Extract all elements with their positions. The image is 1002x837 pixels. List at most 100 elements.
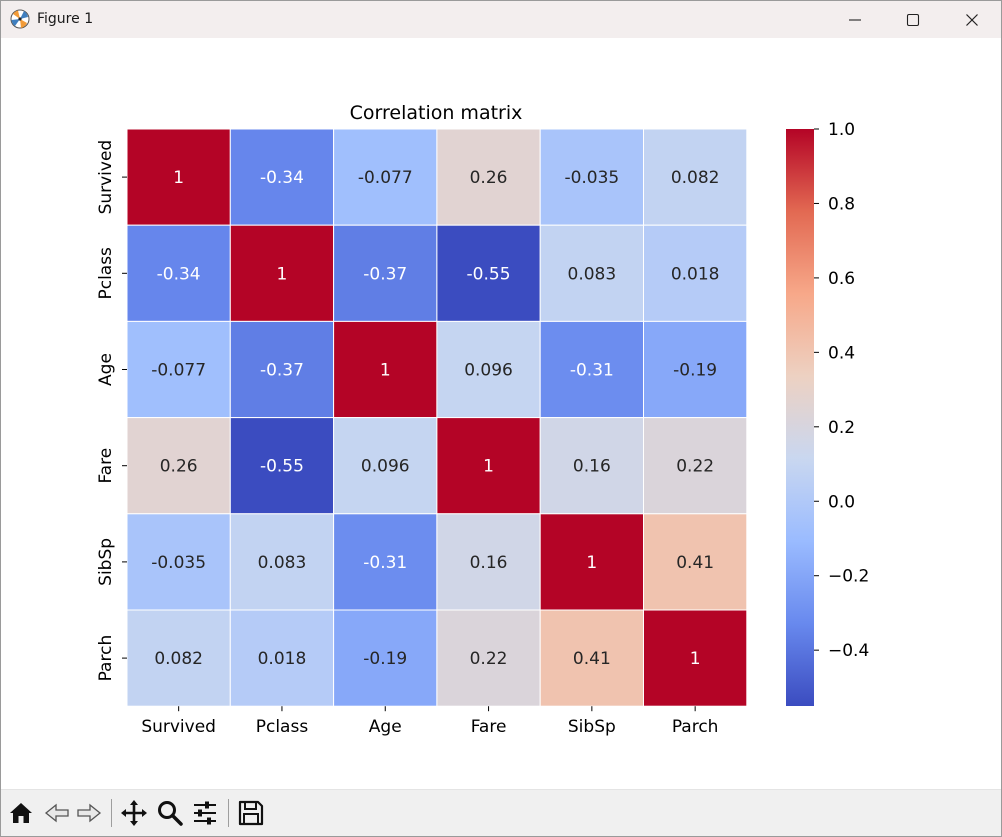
x-axis-labels: Survived Pclass Age Fare SibSp Parch <box>141 706 718 737</box>
heatmap-cell <box>643 320 748 419</box>
colorbar-tick-label: 0.6 <box>828 269 855 289</box>
cell-annotation: -0.55 <box>467 264 511 284</box>
matplotlib-logo-icon <box>10 9 30 29</box>
heatmap-cell <box>229 513 335 611</box>
cell-annotation: 1 <box>380 361 391 381</box>
cell-annotation: 0.22 <box>676 457 714 477</box>
heatmap-cell <box>643 513 748 611</box>
colorbar-tick-label: 0.0 <box>828 492 855 512</box>
chart-title: Correlation matrix <box>350 102 523 124</box>
heatmap-cell <box>643 128 748 226</box>
heatmap-cell <box>126 609 231 707</box>
heatmap-cell <box>436 128 541 226</box>
title-bar: Figure 1 <box>1 1 1001 38</box>
colorbar-tick-label: 0.2 <box>828 418 855 438</box>
cell-annotation: 0.082 <box>154 649 203 669</box>
magnifier-icon <box>158 801 183 826</box>
floppy-disk-icon <box>238 800 264 826</box>
cell-annotation: 0.26 <box>470 168 508 188</box>
sliders-icon <box>194 801 216 825</box>
zoom-button[interactable] <box>154 797 186 829</box>
heatmap-cell <box>333 417 438 515</box>
heatmap-cell <box>126 513 231 611</box>
y-tick-label: Survived <box>96 140 116 215</box>
home-button[interactable] <box>5 797 37 829</box>
cell-annotation: 0.41 <box>676 553 714 573</box>
cell-annotation: 0.018 <box>671 264 720 284</box>
configure-subplots-button[interactable] <box>189 797 221 829</box>
cell-annotation: -0.34 <box>157 264 201 284</box>
toolbar-separator <box>111 799 112 827</box>
colorbar-tick-label: −0.4 <box>828 641 869 661</box>
heatmap-cell <box>539 417 645 515</box>
y-tick-label: Age <box>96 353 116 386</box>
heatmap-cell <box>126 224 231 322</box>
heatmap-cell <box>333 513 438 611</box>
back-button[interactable] <box>41 797 73 829</box>
cell-annotation: 1 <box>690 649 701 669</box>
cell-annotation: -0.34 <box>260 168 304 188</box>
close-icon <box>966 13 978 26</box>
forward-arrow-icon <box>77 803 102 823</box>
minimize-button[interactable] <box>826 1 884 38</box>
heatmap-cell <box>126 320 231 419</box>
x-tick-label: Survived <box>141 717 216 737</box>
colorbar-tick-label: 0.8 <box>828 194 855 214</box>
cell-annotation: 0.083 <box>258 553 307 573</box>
heatmap-cell <box>539 128 645 226</box>
close-button[interactable] <box>943 1 1001 38</box>
cell-annotation: 0.082 <box>671 168 720 188</box>
heatmap-cell <box>539 609 645 707</box>
colorbar-tick-label: −0.2 <box>828 567 869 587</box>
save-button[interactable] <box>235 797 267 829</box>
heatmap-cell <box>229 417 335 515</box>
heatmap-cell <box>643 417 748 515</box>
cell-annotation: 0.16 <box>470 553 508 573</box>
cell-annotation: 1 <box>586 553 597 573</box>
maximize-icon <box>906 13 920 26</box>
y-tick-label: Fare <box>96 448 116 484</box>
heatmap-cell <box>643 609 748 707</box>
pan-button[interactable] <box>118 797 150 829</box>
cell-annotation: -0.31 <box>363 553 407 573</box>
x-tick-label: SibSp <box>568 717 616 737</box>
cell-annotation: 0.083 <box>568 264 617 284</box>
maximize-button[interactable] <box>884 1 942 38</box>
cell-annotation: -0.077 <box>358 168 413 188</box>
cell-annotation: 0.22 <box>470 649 508 669</box>
move-icon <box>121 800 147 826</box>
heatmap-cell <box>229 609 335 707</box>
minimize-icon <box>849 18 861 21</box>
cell-annotation: 0.26 <box>160 457 198 477</box>
cell-annotation: 0.41 <box>573 649 611 669</box>
home-icon <box>10 803 32 823</box>
correlation-heatmap: Correlation matrix 1 -0.34 -0.077 0.26 -0.03… <box>96 102 869 737</box>
cell-annotation: -0.55 <box>260 457 304 477</box>
y-tick-label: SibSp <box>96 538 116 586</box>
heatmap-cell <box>436 224 541 322</box>
cell-annotation: 1 <box>483 457 494 477</box>
colorbar-ticks: 1.0 0.8 0.6 0.4 0.2 0.0 −0.2 −0.4 <box>814 120 869 661</box>
figure-canvas[interactable]: Correlation matrix 1 -0.34 -0.077 0.26 -0.03… <box>1 38 1001 788</box>
cell-annotation: -0.31 <box>570 361 614 381</box>
x-tick-label: Pclass <box>256 717 309 737</box>
cell-annotation: -0.37 <box>260 361 304 381</box>
heatmap-cell <box>539 320 645 419</box>
cell-annotation: -0.37 <box>363 264 407 284</box>
back-arrow-icon <box>44 803 69 823</box>
cell-annotation: 1 <box>277 264 288 284</box>
heatmap-cells: 1 -0.34 -0.077 0.26 -0.035 0.082 -0.34 1 -0.37 -0… <box>126 128 748 707</box>
heatmap-cell <box>643 224 748 322</box>
x-tick-label: Parch <box>672 717 719 737</box>
forward-button[interactable] <box>73 797 105 829</box>
navigation-toolbar <box>1 789 1001 836</box>
toolbar-separator <box>228 799 229 827</box>
x-tick-label: Age <box>369 717 402 737</box>
y-tick-label: Parch <box>96 635 116 682</box>
colorbar-tick-label: 1.0 <box>828 120 855 140</box>
window-title: Figure 1 <box>37 11 94 27</box>
y-tick-label: Pclass <box>96 247 116 300</box>
heatmap-cell <box>229 320 335 419</box>
cell-annotation: 0.018 <box>258 649 307 669</box>
heatmap-cell <box>436 513 541 611</box>
